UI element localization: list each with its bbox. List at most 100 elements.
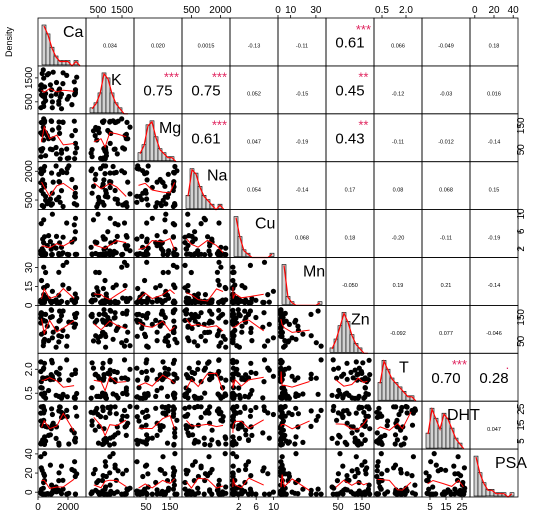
scatter-point-Zn-Ca	[49, 314, 55, 320]
scatter-point-Cu-Na	[223, 245, 229, 251]
scatter-point-Na-Ca	[60, 169, 66, 175]
scatter-point-T-Na	[195, 366, 201, 372]
scatter-point-Zn-K	[90, 338, 97, 344]
scatter-point-Cu-Mg	[144, 220, 150, 226]
smoother-line-DHT-Mg	[138, 414, 176, 429]
scatter-point-Na-K	[111, 170, 117, 176]
density-curve-Ca	[43, 25, 81, 67]
correlation-value-Mg-PSA: -0.14	[488, 139, 501, 145]
scatter-point-DHT-Cu	[270, 411, 276, 418]
scatter-point-DHT-K	[95, 440, 102, 446]
panel-frame	[469, 209, 519, 258]
scatter-point-DHT-Mg	[149, 435, 155, 441]
scatter-point-PSA-T	[374, 473, 380, 480]
scatter-point-T-Zn	[362, 375, 368, 382]
scatter-point-PSA-K	[103, 463, 109, 469]
scatter-point-DHT-Ca	[56, 442, 62, 448]
scatter-point-DHT-Na	[222, 434, 228, 440]
scatter-point-PSA-Mg	[160, 454, 166, 460]
panel-frame	[325, 257, 375, 306]
scatter-point-DHT-Ca	[38, 418, 44, 424]
scatter-point-Cu-K	[89, 251, 95, 257]
scatter-point-PSA-Cu	[260, 468, 266, 474]
scatter-point-Mn-Ca	[66, 285, 72, 292]
scatter-point-PSA-Cu	[236, 467, 242, 473]
correlation-value-Mn-T: 0.19	[393, 283, 404, 289]
panel-frame	[469, 65, 519, 115]
scatter-point-T-Na	[205, 360, 211, 366]
scatter-point-PSA-Cu	[248, 489, 254, 495]
scatter-point-Cu-Na	[185, 242, 191, 249]
scatter-point-Mn-K	[102, 277, 108, 284]
scatter-point-T-Na	[185, 395, 191, 401]
scatter-point-Mn-Ca	[44, 283, 50, 289]
scatter-point-Zn-Mg	[143, 314, 149, 320]
correlation-value-Mg-Mn: -0.19	[296, 139, 309, 145]
scatter-point-PSA-Zn	[340, 463, 346, 469]
scatter-point-DHT-Ca	[72, 404, 78, 411]
smoother-line-PSA-Cu	[232, 477, 264, 489]
panel-frame	[373, 161, 423, 210]
scatter-point-T-Zn	[330, 357, 336, 363]
axis-tick-label: 6	[253, 502, 259, 513]
scatter-point-K-Ca	[66, 93, 72, 100]
scatter-point-Zn-Cu	[266, 321, 272, 327]
scatter-point-PSA-Zn	[354, 490, 360, 496]
scatter-point-K-Ca	[56, 98, 62, 104]
scatter-point-PSA-Zn	[335, 471, 341, 477]
scatter-point-T-Cu	[239, 375, 245, 381]
scatter-point-Zn-Ca	[43, 318, 49, 324]
scatter-point-Na-K	[127, 191, 133, 197]
scatter-point-DHT-T	[378, 439, 384, 445]
scatter-point-Na-Mg	[142, 171, 148, 177]
scatter-point-DHT-Mg	[170, 413, 176, 419]
scatter-point-K-Ca	[40, 67, 46, 73]
scatter-point-Mn-Cu	[266, 299, 272, 305]
scatter-point-Cu-K	[123, 233, 129, 239]
scatter-point-PSA-Mg	[140, 473, 146, 480]
scatter-point-Na-Ca	[74, 202, 80, 208]
scatter-point-Na-K	[102, 193, 108, 199]
scatter-point-Zn-Mn	[315, 308, 321, 314]
scatter-point-DHT-Mg	[136, 418, 142, 424]
scatter-point-Zn-Mg	[166, 343, 172, 349]
variable-label-Na: Na	[207, 168, 228, 185]
scatter-point-Mn-Na	[216, 299, 222, 305]
scatter-point-Mn-Cu	[270, 288, 276, 294]
smoother-line-Mg-Ca	[41, 125, 75, 146]
scatter-point-Cu-Na	[185, 211, 191, 217]
scatter-point-Cu-Mg	[162, 229, 168, 235]
scatter-point-Mn-Cu	[249, 296, 255, 302]
correlation-value-Ca-Mg: 0.020	[151, 44, 165, 50]
scatter-point-Mn-Mg	[153, 285, 159, 291]
scatter-point-Zn-Na	[207, 329, 213, 335]
scatter-point-T-Zn	[349, 395, 355, 401]
scatter-point-PSA-Na	[216, 477, 222, 483]
scatter-point-Zn-K	[127, 343, 133, 349]
scatter-point-PSA-T	[409, 473, 415, 479]
smoother-line-K-Ca	[41, 88, 75, 93]
panel-frame	[229, 161, 279, 210]
scatter-point-PSA-Cu	[270, 489, 276, 495]
axis-tick-label: 10	[516, 208, 527, 220]
axis-tick-label: 1500	[111, 5, 134, 16]
axis-tick-label: 25	[456, 502, 468, 513]
scatter-point-PSA-Zn	[362, 459, 368, 465]
correlation-value-Na-Mn: -0.14	[296, 187, 309, 193]
correlation-value-Mg-T: -0.11	[392, 139, 404, 145]
scatter-point-DHT-K	[122, 424, 128, 430]
scatter-point-Na-K	[90, 183, 97, 189]
scatter-point-DHT-Zn	[349, 430, 355, 436]
scatter-point-T-Mg	[153, 393, 159, 399]
scatter-point-T-K	[103, 395, 109, 401]
scatter-point-PSA-DHT	[458, 491, 464, 497]
scatter-point-Cu-Mg	[163, 211, 169, 217]
scatter-point-PSA-K	[120, 471, 126, 477]
scatter-point-Mn-Na	[185, 283, 191, 289]
smoother-line-T-K	[93, 375, 127, 393]
scatter-point-Cu-Mg	[174, 252, 180, 258]
scatter-point-DHT-Cu	[266, 435, 272, 441]
scatter-point-DHT-Zn	[346, 411, 352, 417]
scatter-point-DHT-Zn	[364, 404, 370, 410]
scatter-point-Zn-Na	[216, 307, 222, 313]
